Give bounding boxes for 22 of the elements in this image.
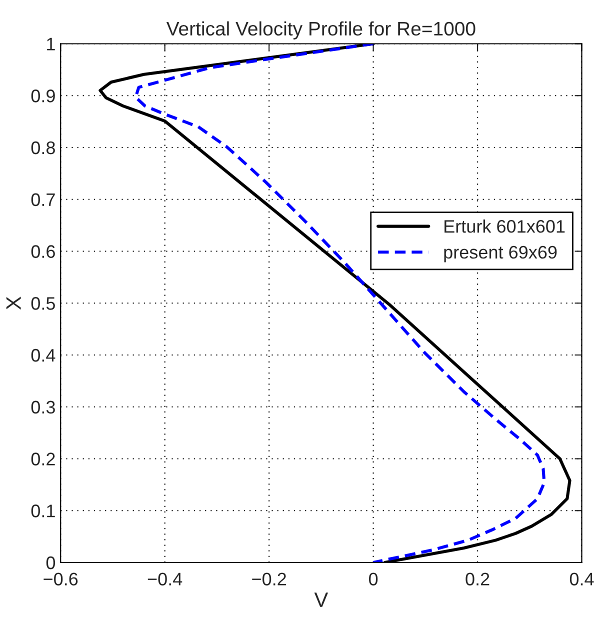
legend-label: present 69x69 <box>444 246 557 262</box>
y-tick-label: 0.3 <box>31 400 55 414</box>
y-tick-label: 0.2 <box>31 452 55 466</box>
y-tick-label: 0.7 <box>31 193 55 206</box>
x-axis-title: V <box>314 592 328 607</box>
y-tick-label: 0.6 <box>31 245 55 258</box>
y-tick-label: 1 <box>47 38 55 50</box>
x-tick-label: 0 <box>368 572 378 586</box>
x-tick-label: −0.4 <box>148 572 182 586</box>
y-tick-label: 0.4 <box>31 348 56 362</box>
chart-title: Vertical Velocity Profile for Re=1000 <box>166 21 476 40</box>
x-tick-label: 0.2 <box>466 572 490 586</box>
y-tick-label: 0.8 <box>31 141 55 154</box>
y-tick-label: 0.1 <box>31 504 55 518</box>
y-axis-title: X <box>6 296 21 310</box>
y-tick-label: 0 <box>46 556 56 570</box>
y-tick-label: 0.9 <box>31 90 55 102</box>
legend-label: Erturk 601x601 <box>444 220 565 233</box>
x-tick-label: 0.4 <box>570 572 594 586</box>
x-tick-label: −0.2 <box>252 572 286 586</box>
x-tick-label: −0.6 <box>44 572 78 586</box>
y-tick-label: 0.5 <box>31 297 55 310</box>
